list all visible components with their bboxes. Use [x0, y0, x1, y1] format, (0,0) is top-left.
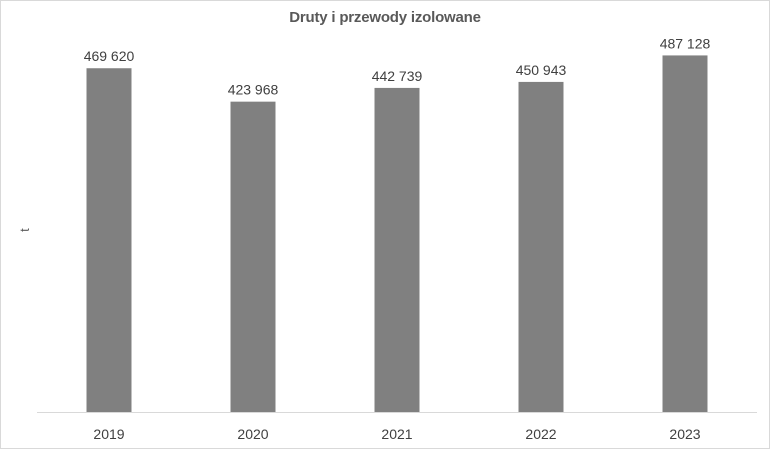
x-tick-label-2022: 2022: [525, 426, 556, 442]
bar-2019: [86, 68, 132, 412]
chart-title: Druty i przewody izolowane: [289, 9, 481, 26]
x-tick-label-2021: 2021: [381, 426, 412, 442]
data-label-2019: 469 620: [84, 48, 135, 64]
data-label-2020: 423 968: [228, 82, 279, 98]
data-label-2021: 442 739: [372, 68, 423, 84]
data-label-2022: 450 943: [516, 62, 567, 78]
x-tick-label-2023: 2023: [669, 426, 700, 442]
data-label-2023: 487 128: [660, 35, 711, 51]
bar-2020: [230, 101, 276, 412]
bar-2021: [374, 87, 420, 413]
x-tick-label-2020: 2020: [237, 426, 268, 442]
bar-2022: [518, 81, 564, 412]
bar-2023: [662, 55, 708, 412]
x-tick-label-2019: 2019: [93, 426, 124, 442]
